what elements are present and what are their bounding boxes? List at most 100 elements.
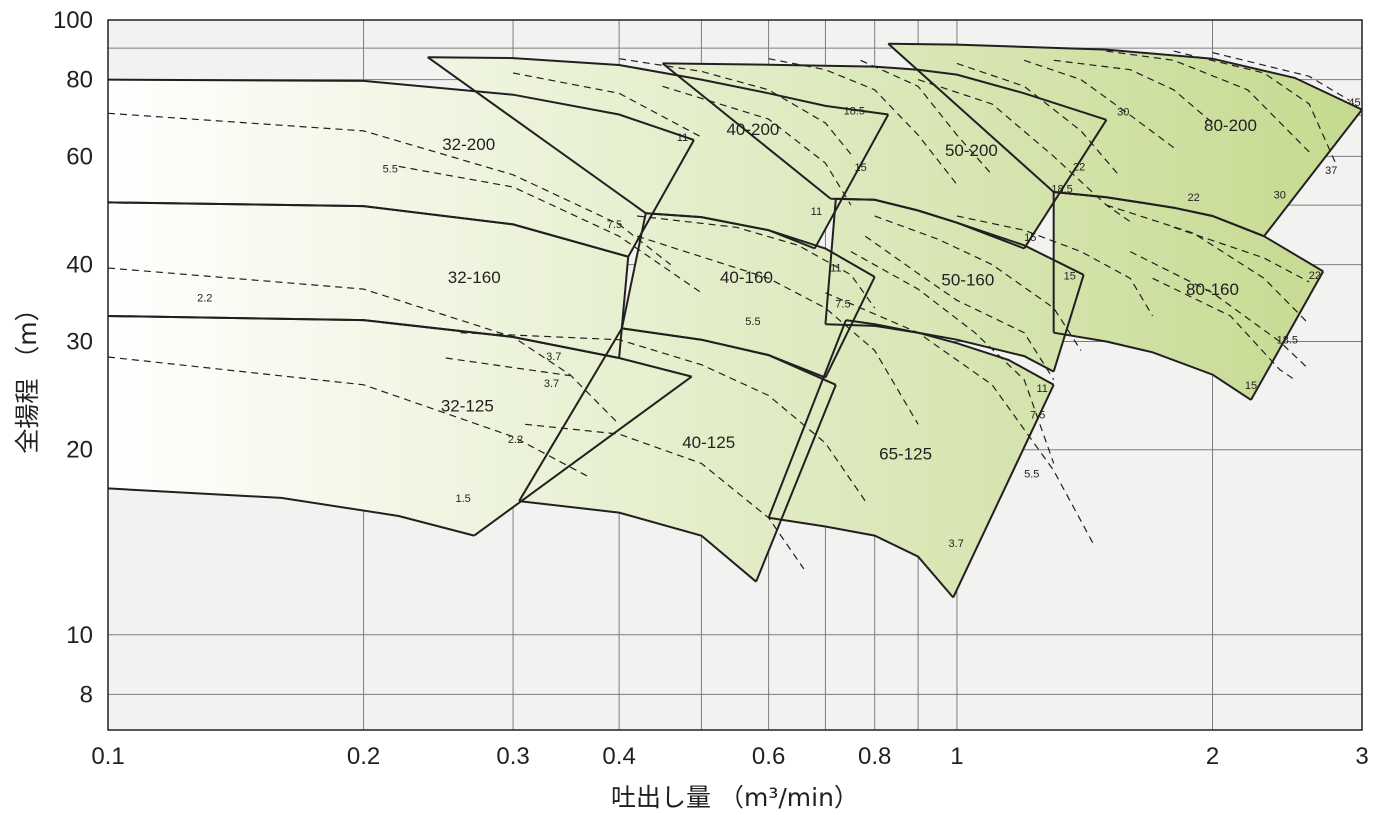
power-curves — [108, 50, 1350, 570]
y-tick-label: 100 — [53, 7, 93, 34]
power-curve-5.5 — [636, 235, 919, 425]
power-curve-label: 15 — [854, 162, 866, 174]
power-curve-label: 30 — [1274, 190, 1286, 202]
region-right-edge-40-200 — [813, 113, 890, 249]
region-right-edge-65-125 — [952, 384, 1055, 598]
power-curve-label: 11 — [1036, 383, 1047, 395]
region-left-edge-40-160 — [620, 212, 647, 329]
region-left-edge-50-160 — [824, 198, 837, 325]
power-curve-label: 5.5 — [1024, 468, 1039, 480]
chart-labels: 1.5 2.2 3.7 5.5 7.5 11 2.2 3.7 5.5 7.5 11 11 15 18.5 3… — [197, 97, 1361, 550]
power-curve-7.5 — [864, 235, 1055, 381]
region-label: 40-200 — [726, 120, 779, 139]
power-curve-3.7 — [460, 332, 866, 502]
power-curve-label: 3.7 — [544, 378, 559, 390]
power-curve-label: 22 — [1073, 161, 1085, 173]
region-right-edge-40-125 — [755, 384, 837, 583]
power-curve-label: 11 — [677, 132, 688, 144]
power-curve-label: 7.5 — [835, 298, 850, 310]
power-curve-label: 37 — [1325, 165, 1337, 177]
power-curve-11 — [874, 215, 1082, 351]
power-curve-label: 2.2 — [508, 434, 523, 446]
y-tick-label: 40 — [66, 252, 93, 279]
region-right-edge-40-160 — [824, 276, 876, 379]
power-curve-22 — [1024, 59, 1175, 149]
y-tick-label: 8 — [80, 681, 93, 708]
power-curve-15 — [917, 79, 1131, 223]
region-left-edge-50-200 — [661, 62, 832, 200]
y-axis-title: 全揚程 （m） — [13, 296, 42, 453]
region-top-curve-80-200 — [888, 42, 1362, 111]
power-curve-label: 11 — [811, 206, 822, 218]
power-curve-label: 45 — [1348, 97, 1360, 109]
power-curve-5.5 — [398, 165, 702, 294]
region-bottom-curve-40-200 — [645, 212, 816, 250]
region-bottom-curve-80-160 — [1053, 331, 1252, 401]
x-tick-label: 1 — [950, 743, 963, 770]
y-tick-label: 10 — [66, 622, 93, 649]
region-bottom-curve-40-160 — [621, 327, 826, 379]
x-tick-label: 0.8 — [858, 743, 891, 770]
x-axis-title: 吐出し量 （m³/min） — [611, 783, 859, 812]
x-tick-label: 0.6 — [752, 743, 785, 770]
plot-frame — [107, 19, 1363, 731]
region-top-curve-65-125 — [845, 319, 1055, 386]
region-label: 50-160 — [941, 271, 994, 290]
axis-ticks: 0.1 0.2 0.3 0.4 0.6 0.8 1 2 3 8 10 20 30 40 60 80 100 — [53, 7, 1369, 770]
region-label: 50-200 — [945, 141, 998, 160]
region-bottom-curve-32-200 — [108, 201, 629, 258]
region-area-80-200 — [888, 43, 1362, 237]
region-label: 80-200 — [1204, 116, 1257, 135]
region-left-edge-65-125 — [767, 319, 847, 519]
power-curve-label: 11 — [830, 262, 841, 274]
power-curve-label: 15 — [1024, 232, 1036, 244]
region-label: 40-125 — [682, 433, 735, 452]
region-area-32-160 — [108, 202, 629, 358]
region-bottom-curve-40-125 — [518, 500, 757, 583]
region-area-50-160 — [825, 198, 1084, 372]
region-label: 32-200 — [442, 135, 495, 154]
region-bottom-curve-80-200 — [1053, 191, 1265, 238]
power-curve-label: 18.5 — [1051, 184, 1072, 196]
power-curve-label: 1.5 — [455, 493, 470, 505]
power-curve-label: 18.5 — [1277, 335, 1298, 347]
region-left-edge-80-200 — [887, 42, 1055, 193]
power-curve-11 — [662, 85, 852, 206]
power-curve-7.5 — [637, 215, 876, 309]
power-curve-30 — [1106, 204, 1310, 325]
power-curve-22 — [1053, 59, 1213, 124]
x-tick-label: 2 — [1206, 743, 1219, 770]
power-curve-label: 22 — [1187, 192, 1199, 204]
power-curve-label: 3.7 — [949, 538, 964, 550]
region-label: 80-160 — [1186, 280, 1239, 299]
region-area-65-125 — [768, 320, 1054, 598]
power-curve-label: 2.2 — [197, 292, 212, 304]
power-curve-label: 7.5 — [1030, 410, 1045, 422]
power-curve-15 — [1152, 277, 1296, 381]
region-label: 65-125 — [879, 445, 932, 464]
x-tick-label: 0.4 — [602, 743, 635, 770]
region-bottom-curve-50-160 — [825, 323, 1055, 373]
region-left-edge-40-200 — [427, 56, 647, 215]
power-curve-1.5 — [108, 356, 591, 479]
region-bottom-curve-50-200 — [830, 197, 1025, 250]
region-right-edge-32-160 — [618, 256, 630, 359]
power-curve-7.5 — [108, 112, 671, 266]
power-curve-18.5 — [1129, 251, 1310, 371]
power-curve-label: 15 — [1064, 271, 1076, 283]
region-bottom-curve-32-160 — [108, 315, 620, 359]
region-right-edge-32-125 — [473, 375, 693, 537]
power-curve-label: 30 — [1117, 106, 1129, 118]
power-curve-5.5 — [850, 251, 1055, 464]
x-tick-label: 0.3 — [496, 743, 529, 770]
x-tick-label: 3 — [1355, 743, 1368, 770]
y-tick-label: 80 — [66, 67, 93, 94]
region-label: 40-160 — [720, 268, 773, 287]
region-right-edge-80-200 — [1263, 108, 1362, 237]
region-bottom-curve-65-125 — [768, 516, 954, 599]
power-curve-label: 15 — [1245, 380, 1257, 392]
power-curve-18.5 — [956, 62, 1119, 176]
power-curve-11 — [619, 58, 852, 155]
power-curve-label: 22 — [1309, 270, 1321, 282]
